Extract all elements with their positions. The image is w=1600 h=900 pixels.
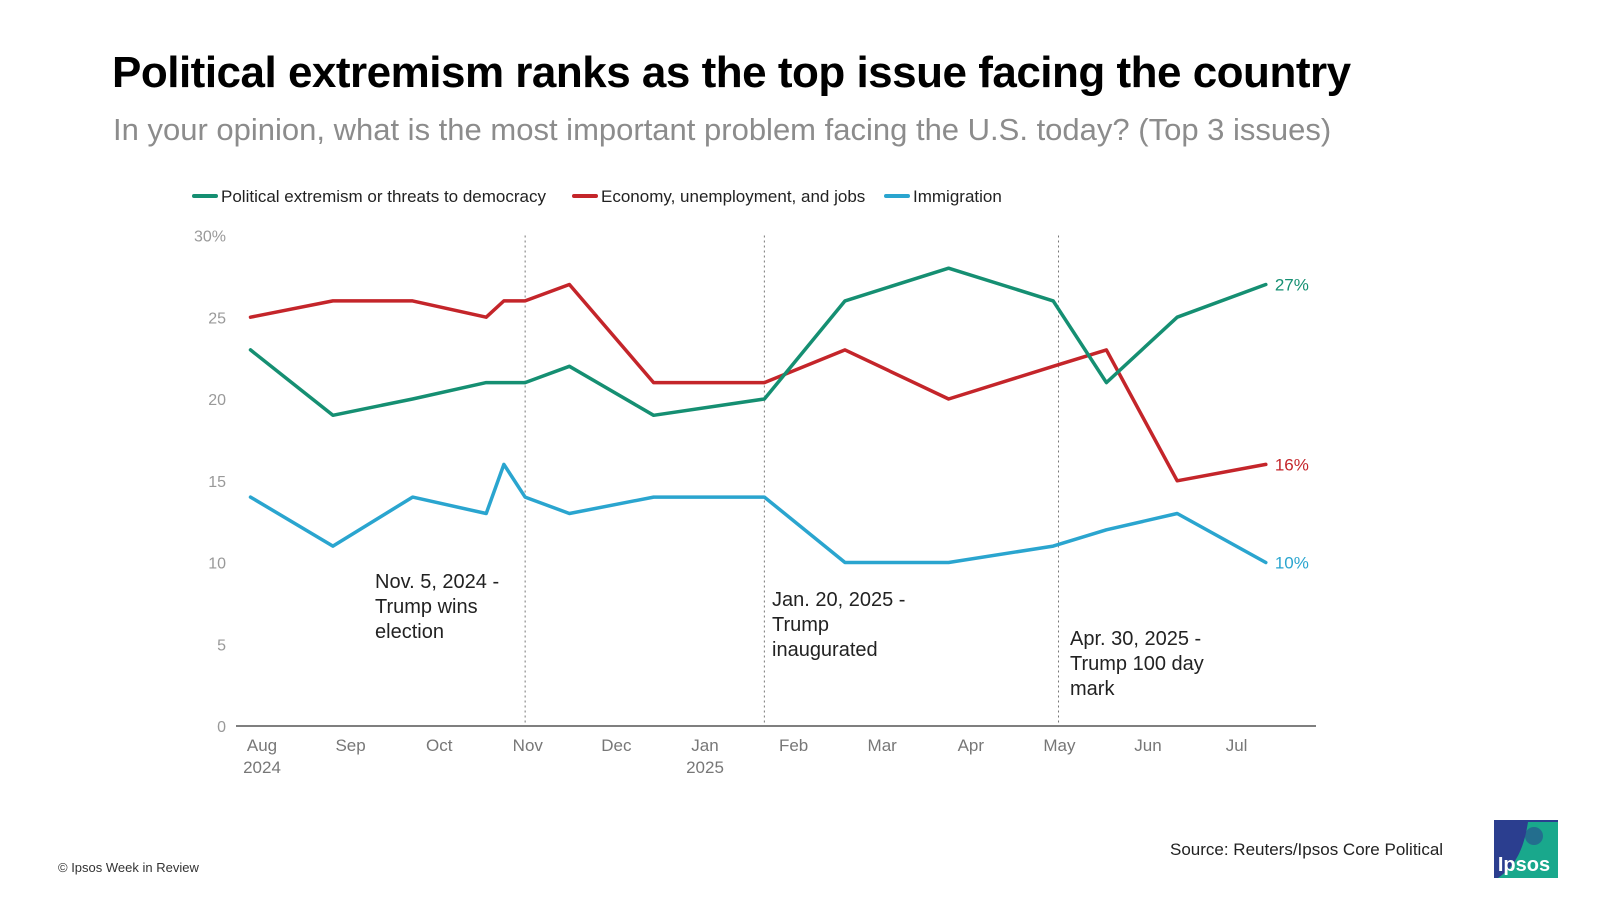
series-line-economy xyxy=(248,282,1268,483)
x-tick-label: Dec xyxy=(601,736,632,755)
y-tick-label: 25 xyxy=(208,310,226,327)
x-tick-label: May xyxy=(1043,736,1076,755)
legend-label-immigration: Immigration xyxy=(913,187,1002,206)
x-tick-label: Oct xyxy=(426,736,453,755)
y-tick-label: 30% xyxy=(194,229,226,246)
y-tick-label: 10 xyxy=(208,556,226,573)
event-annotation-text: election xyxy=(375,621,444,643)
x-tick-label: Feb xyxy=(779,736,808,755)
chart-legend: Political extremism or threats to democr… xyxy=(192,187,1002,206)
x-tick-label: Sep xyxy=(335,736,365,755)
x-tick-label: Mar xyxy=(868,736,898,755)
y-tick-label: 5 xyxy=(217,637,226,654)
series-line-political xyxy=(248,266,1268,418)
event-annotation-text: Jan. 20, 2025 - xyxy=(772,589,905,611)
logo-text: Ipsos xyxy=(1498,854,1550,876)
legend-label-economy: Economy, unemployment, and jobs xyxy=(601,187,865,206)
end-label-political: 27% xyxy=(1275,276,1309,295)
chart-title: Political extremism ranks as the top iss… xyxy=(112,48,1351,97)
x-tick-label: Apr xyxy=(958,736,985,755)
copyright-footer: © Ipsos Week in Review xyxy=(58,860,199,875)
event-annotation-text: Trump 100 day xyxy=(1070,653,1204,675)
y-tick-label: 0 xyxy=(217,719,226,736)
event-annotation-text: mark xyxy=(1070,678,1115,700)
series-lines xyxy=(248,266,1268,565)
y-tick-label: 20 xyxy=(208,392,226,409)
x-tick-label: Nov xyxy=(513,736,544,755)
source-note: Source: Reuters/Ipsos Core Political xyxy=(1170,840,1444,859)
x-tick-label: Jan xyxy=(691,736,718,755)
x-tick-label: Aug xyxy=(247,736,277,755)
ipsos-logo: Ipsos xyxy=(1494,820,1558,878)
end-labels: 27% 16% 10% xyxy=(1275,276,1309,573)
end-label-immigration: 10% xyxy=(1275,554,1309,573)
event-annotations: Nov. 5, 2024 - Trump wins election Jan. 20,… xyxy=(375,235,1204,726)
x-tick-label: Jul xyxy=(1226,736,1248,755)
series-line-immigration xyxy=(248,462,1268,565)
end-label-economy: 16% xyxy=(1275,455,1309,474)
x-tick-year: 2024 xyxy=(243,758,281,777)
event-annotation-text: inaugurated xyxy=(772,639,878,661)
legend-label-political: Political extremism or threats to democr… xyxy=(221,187,546,206)
x-tick-label: Jun xyxy=(1134,736,1161,755)
event-annotation-text: Nov. 5, 2024 - xyxy=(375,571,499,593)
event-annotation-text: Trump wins xyxy=(375,596,478,618)
y-axis: 0 5 10 15 20 25 30% xyxy=(194,229,226,737)
event-annotation-text: Apr. 30, 2025 - xyxy=(1070,628,1201,650)
chart-subtitle: In your opinion, what is the most import… xyxy=(113,112,1332,147)
event-annotation-text: Trump xyxy=(772,614,829,636)
x-axis: Aug 2024 Sep Oct Nov Dec Jan 2025 Feb Mar Apr May Ju… xyxy=(236,725,1316,777)
x-tick-year: 2025 xyxy=(686,758,724,777)
y-tick-label: 15 xyxy=(208,474,226,491)
